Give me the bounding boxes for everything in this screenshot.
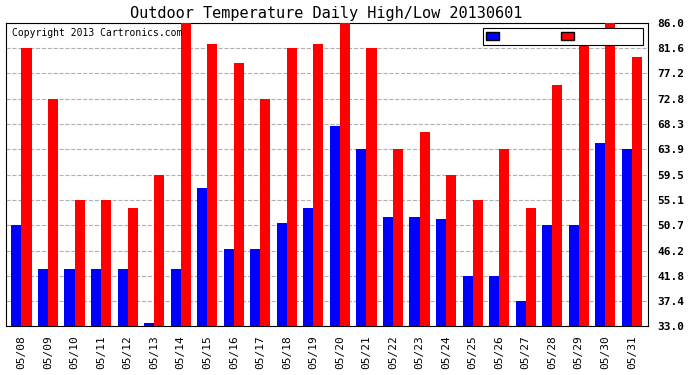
- Bar: [181, 23, 190, 326]
- Bar: [489, 276, 499, 326]
- Bar: [515, 301, 526, 326]
- Bar: [117, 269, 128, 326]
- Bar: [366, 48, 377, 326]
- Bar: [128, 208, 138, 326]
- Bar: [197, 188, 207, 326]
- Bar: [21, 48, 32, 326]
- Bar: [48, 99, 58, 326]
- Bar: [473, 200, 483, 326]
- Bar: [304, 208, 313, 326]
- Bar: [446, 174, 456, 326]
- Bar: [605, 23, 615, 326]
- Bar: [330, 126, 340, 326]
- Bar: [595, 143, 605, 326]
- Bar: [340, 23, 350, 326]
- Bar: [260, 99, 270, 326]
- Title: Outdoor Temperature Daily High/Low 20130601: Outdoor Temperature Daily High/Low 20130…: [130, 6, 523, 21]
- Bar: [526, 208, 535, 326]
- Bar: [552, 85, 562, 326]
- Bar: [277, 223, 287, 326]
- Bar: [542, 225, 552, 326]
- Bar: [38, 269, 48, 326]
- Bar: [499, 149, 509, 326]
- Bar: [436, 219, 446, 326]
- Bar: [12, 225, 21, 326]
- Bar: [144, 323, 154, 326]
- Bar: [101, 200, 111, 326]
- Bar: [462, 276, 473, 326]
- Bar: [356, 149, 366, 326]
- Bar: [313, 44, 324, 326]
- Bar: [154, 174, 164, 326]
- Bar: [75, 200, 85, 326]
- Bar: [409, 217, 420, 326]
- Bar: [632, 57, 642, 326]
- Bar: [622, 149, 632, 326]
- Legend: Low  (°F), High  (°F): Low (°F), High (°F): [483, 28, 642, 45]
- Bar: [224, 249, 234, 326]
- Bar: [170, 269, 181, 326]
- Bar: [420, 132, 430, 326]
- Bar: [383, 217, 393, 326]
- Bar: [579, 44, 589, 326]
- Bar: [287, 48, 297, 326]
- Bar: [207, 44, 217, 326]
- Bar: [234, 63, 244, 326]
- Bar: [91, 269, 101, 326]
- Bar: [393, 149, 403, 326]
- Bar: [250, 249, 260, 326]
- Bar: [569, 225, 579, 326]
- Text: Copyright 2013 Cartronics.com: Copyright 2013 Cartronics.com: [12, 28, 182, 38]
- Bar: [64, 269, 75, 326]
